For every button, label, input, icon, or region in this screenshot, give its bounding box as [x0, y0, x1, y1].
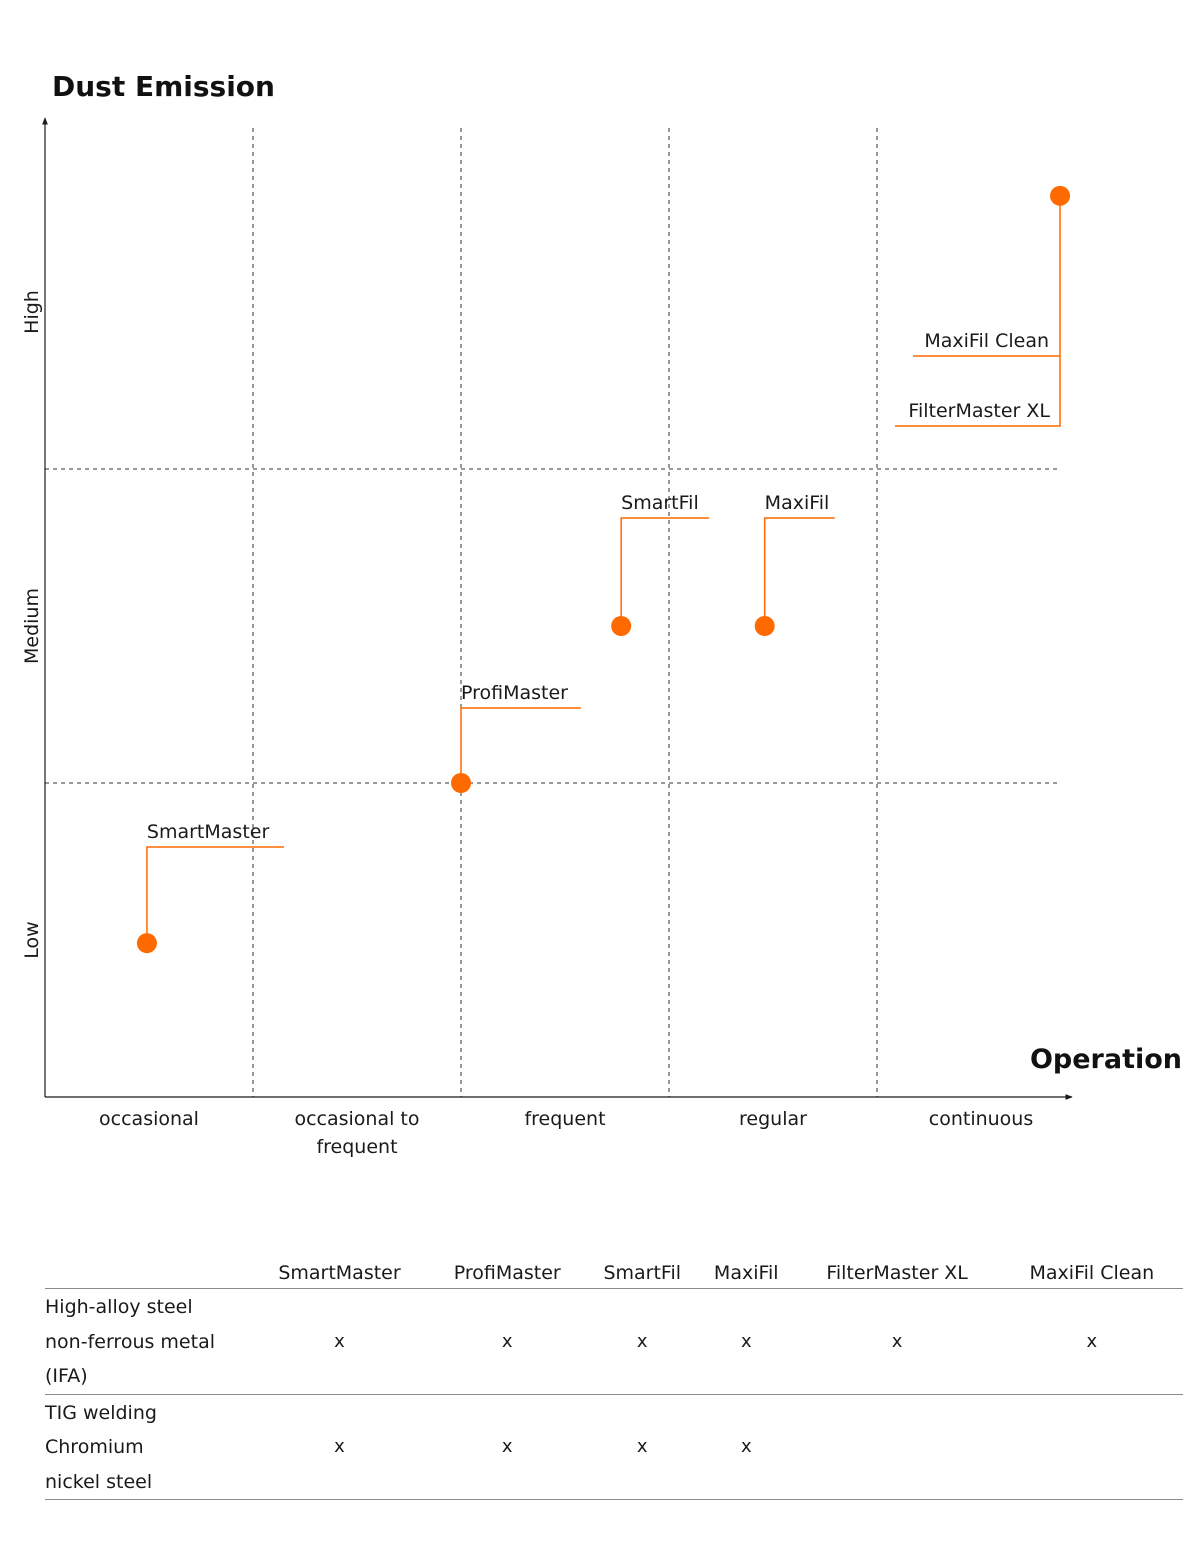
x-tick-label: frequent: [524, 1108, 605, 1130]
dust-emission-chart: Dust Emission Operation occasional occasi…: [21, 70, 1182, 1158]
row-label: High-alloy steel non-ferrous metal (IFA): [45, 1296, 215, 1387]
point-label: MaxiFil: [765, 492, 830, 514]
row-label: TIG welding Chromium nickel steel: [45, 1401, 157, 1493]
grid-lines: [45, 128, 1060, 1097]
table-cell: x: [636, 1330, 648, 1352]
table-cell: x: [636, 1436, 648, 1458]
table-cell: x: [501, 1436, 513, 1458]
table-corner-cell: [45, 1258, 250, 1289]
table-cell: [794, 1394, 1001, 1500]
table-cell: x: [740, 1436, 752, 1458]
point-label: FilterMaster XL: [908, 400, 1050, 422]
column-header: SmartFil: [603, 1262, 682, 1284]
x-tick-label: continuous: [929, 1108, 1034, 1130]
data-points: SmartMaster ProfiMaster SmartFil MaxiFil Max…: [136, 185, 1071, 954]
data-point: [1050, 185, 1071, 206]
column-header: SmartMaster: [278, 1262, 401, 1284]
data-point: [136, 933, 157, 954]
y-tick-label: High: [21, 290, 43, 334]
table-cell: x: [891, 1330, 903, 1352]
table-cell: [1001, 1394, 1183, 1500]
leader-line: [895, 195, 1061, 427]
point-label: SmartMaster: [147, 821, 270, 843]
x-axis-title: Operation: [1030, 1044, 1182, 1075]
y-tick-label: Low: [21, 921, 43, 958]
table-cell: x: [740, 1330, 752, 1352]
table-row: TIG welding Chromium nickel steel x x x x: [45, 1394, 1183, 1500]
x-tick-label: occasional: [99, 1108, 199, 1130]
column-header: FilterMaster XL: [826, 1262, 968, 1284]
material-matrix-table: SmartMaster ProfiMaster SmartFil MaxiFil Fil…: [45, 1258, 1183, 1500]
x-tick-label: occasional to frequent: [294, 1108, 419, 1158]
data-point: [451, 773, 471, 793]
y-tick-label: Medium: [21, 588, 43, 664]
data-point: [754, 616, 775, 636]
y-tick-labels: Low Medium High: [21, 290, 43, 959]
table-header-row: SmartMaster ProfiMaster SmartFil MaxiFil Fil…: [45, 1258, 1183, 1289]
table-row: High-alloy steel non-ferrous metal (IFA) x x…: [45, 1289, 1183, 1394]
point-label: MaxiFil Clean: [924, 330, 1049, 352]
x-tick-label: regular: [739, 1108, 807, 1130]
chart-title: Dust Emission: [52, 70, 275, 103]
column-header: ProfiMaster: [453, 1262, 561, 1284]
data-point: [611, 616, 632, 636]
leader-line: [460, 707, 581, 783]
point-label: ProfiMaster: [461, 682, 568, 704]
table-cell: x: [334, 1436, 345, 1458]
table-cell: x: [334, 1330, 345, 1352]
column-header: MaxiFil Clean: [1029, 1262, 1155, 1284]
leader-line: [620, 517, 710, 626]
leader-line: [146, 846, 284, 944]
table-cell: x: [1086, 1330, 1098, 1352]
table-body: High-alloy steel non-ferrous metal (IFA) x x…: [45, 1289, 1183, 1500]
leader-line: [763, 517, 835, 626]
point-label: SmartFil: [621, 492, 699, 514]
x-tick-labels: occasional occasional to frequent frequent r…: [99, 1108, 1033, 1158]
table-cell: x: [501, 1330, 513, 1352]
column-header: MaxiFil: [713, 1262, 779, 1284]
